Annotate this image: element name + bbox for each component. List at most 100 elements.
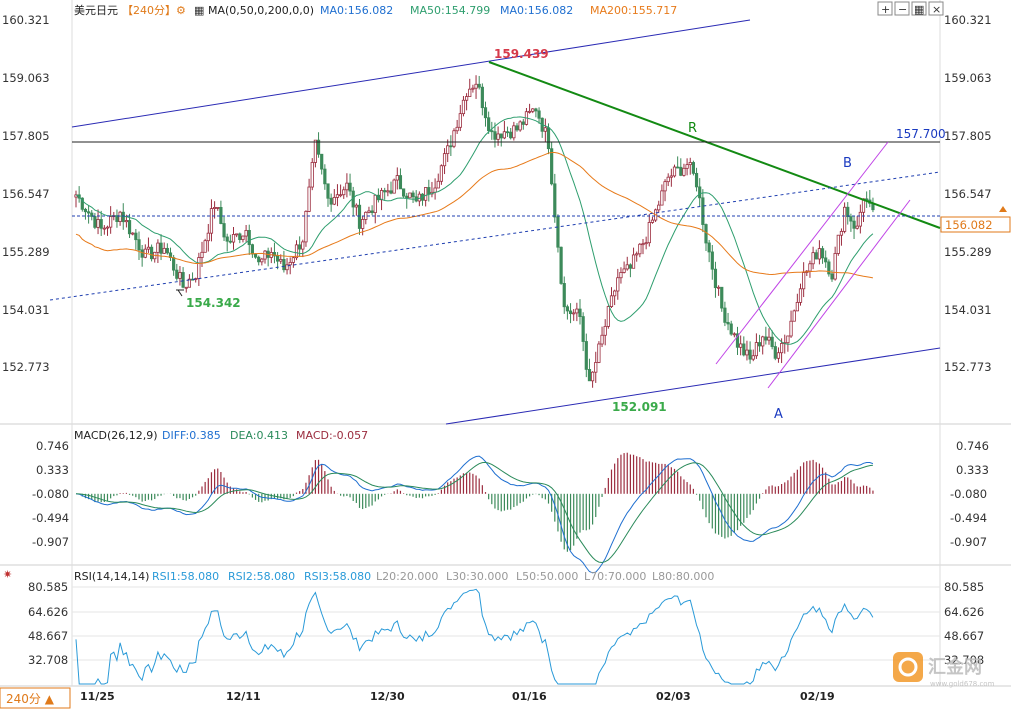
candle-body xyxy=(679,166,683,176)
annotation-high: 159.439 xyxy=(494,47,549,61)
candle-body xyxy=(666,176,670,183)
candle-body xyxy=(685,164,689,169)
crosshair-icon[interactable]: ✷ xyxy=(3,568,12,581)
candle-body xyxy=(383,190,387,193)
ma0-value: MA0:156.082 xyxy=(320,4,393,17)
candle-body xyxy=(839,230,844,236)
candle-body xyxy=(732,333,736,336)
candle-body xyxy=(238,233,242,240)
candle-body xyxy=(802,272,806,290)
candle-body xyxy=(446,145,450,155)
y-tick-right: 152.773 xyxy=(944,360,992,374)
candle-body xyxy=(275,255,280,262)
candle-body xyxy=(370,210,374,214)
period-tag[interactable]: 【240分】 xyxy=(122,4,176,17)
candle-body xyxy=(543,127,547,132)
macd-tick-right: 0.746 xyxy=(956,439,989,453)
annotation-low1: 154.342 xyxy=(186,296,241,310)
annotation-a: A xyxy=(774,407,783,422)
candle-body xyxy=(298,244,302,250)
candle-body xyxy=(591,371,595,382)
candle-body xyxy=(342,189,346,196)
y-tick-right: 160.321 xyxy=(944,13,992,27)
rsi-title: RSI(14,14,14) xyxy=(74,570,149,583)
candle-body xyxy=(439,165,444,182)
candle-body xyxy=(628,264,633,269)
ma200-value: MA200:155.717 xyxy=(590,4,677,17)
candle-body xyxy=(565,306,570,312)
candle-body xyxy=(389,190,393,194)
symbol-title: 美元日元 xyxy=(74,4,118,17)
candle-body xyxy=(313,139,318,163)
candle-body xyxy=(474,83,478,89)
candle-body xyxy=(496,133,500,140)
candle-body xyxy=(279,259,283,262)
candle-body xyxy=(424,187,428,201)
candle-body xyxy=(348,182,352,192)
ma-lines xyxy=(75,116,874,345)
candle-body xyxy=(754,342,759,357)
candle-body xyxy=(572,312,576,315)
candle-body xyxy=(761,336,765,347)
candle-body xyxy=(212,207,217,209)
candle-body xyxy=(594,362,598,373)
lower-channel-line[interactable] xyxy=(445,347,941,425)
candle-body xyxy=(518,121,522,131)
macd-title: MACD(26,12,9) xyxy=(74,429,158,442)
y-tick: 152.773 xyxy=(2,360,50,374)
candle-body xyxy=(468,88,472,97)
rsi-l70: L70:70.000 xyxy=(584,570,646,583)
zoom-out-button[interactable] xyxy=(894,1,910,16)
candle-body xyxy=(688,162,692,166)
candle-body xyxy=(244,230,248,237)
candle-body xyxy=(836,234,840,254)
candle-body xyxy=(118,211,122,222)
rsi-tick-right: 48.667 xyxy=(944,629,984,643)
y-tick: 154.031 xyxy=(2,303,50,317)
upper-channel-line[interactable] xyxy=(71,19,751,128)
candle-body xyxy=(770,336,774,347)
close-button[interactable] xyxy=(928,1,944,16)
layout-button[interactable] xyxy=(911,1,927,16)
candle-body xyxy=(660,190,664,206)
candle-body xyxy=(307,186,311,212)
watermark-logo-ring xyxy=(898,657,918,677)
indicator-icon[interactable]: ▦ xyxy=(194,4,204,17)
rsi-grid xyxy=(72,586,940,661)
candle-body xyxy=(631,254,636,269)
candle-body xyxy=(490,130,494,133)
zoom-in-button[interactable] xyxy=(877,1,893,16)
candle-body xyxy=(461,99,466,115)
candle-body xyxy=(493,131,497,140)
candle-body xyxy=(247,230,251,246)
macd-diff-line xyxy=(75,455,874,574)
candle-body xyxy=(165,247,169,254)
candle-body xyxy=(206,232,210,242)
downtrend-line[interactable] xyxy=(488,61,941,229)
candle-body xyxy=(858,211,862,227)
candle-body xyxy=(134,232,138,241)
rsi3-value: RSI3:58.080 xyxy=(304,570,371,583)
zoom-in-icon: + xyxy=(881,3,890,16)
macd-dea-line xyxy=(75,461,873,564)
candle-body xyxy=(663,181,667,192)
pink-channel-lower[interactable] xyxy=(767,199,911,389)
candle-body xyxy=(458,113,462,128)
gear-icon[interactable]: ⚙ xyxy=(176,4,186,17)
rsi1-value: RSI1:58.080 xyxy=(152,570,219,583)
candle-body xyxy=(635,253,639,256)
dashed-trend-line[interactable] xyxy=(49,171,941,301)
candle-body xyxy=(175,269,179,279)
period-button[interactable] xyxy=(0,687,71,709)
rsi-y-axis: 80.585 64.626 48.667 32.708 80.585 64.62… xyxy=(28,580,984,667)
candle-body xyxy=(304,210,308,243)
macd-lines xyxy=(75,455,874,574)
candle-body xyxy=(149,246,154,260)
pink-channel-upper[interactable] xyxy=(715,141,889,365)
candle-body xyxy=(102,227,106,230)
candle-body xyxy=(263,250,267,260)
candle-body xyxy=(717,286,721,289)
candle-body xyxy=(852,220,856,229)
candle-body xyxy=(398,175,403,190)
